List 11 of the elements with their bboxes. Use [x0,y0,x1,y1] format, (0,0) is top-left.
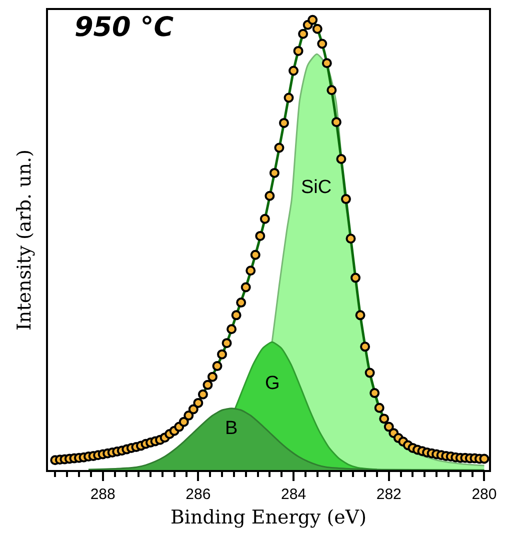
series-label: B [225,418,238,439]
x-axis-title: Binding Energy (eV) [170,506,367,528]
x-tick-label: 282 [376,486,402,503]
x-tick-label: 286 [186,486,211,503]
series-label: G [265,373,280,394]
x-tick-label: 280 [472,486,497,503]
chart-title: 950 °C [74,12,174,43]
y-axis-title: Intensity (arb. un.) [13,149,36,331]
series-label: SiC [301,177,332,198]
x-tick-label: 288 [90,486,116,503]
x-tick-label: 284 [281,486,306,503]
